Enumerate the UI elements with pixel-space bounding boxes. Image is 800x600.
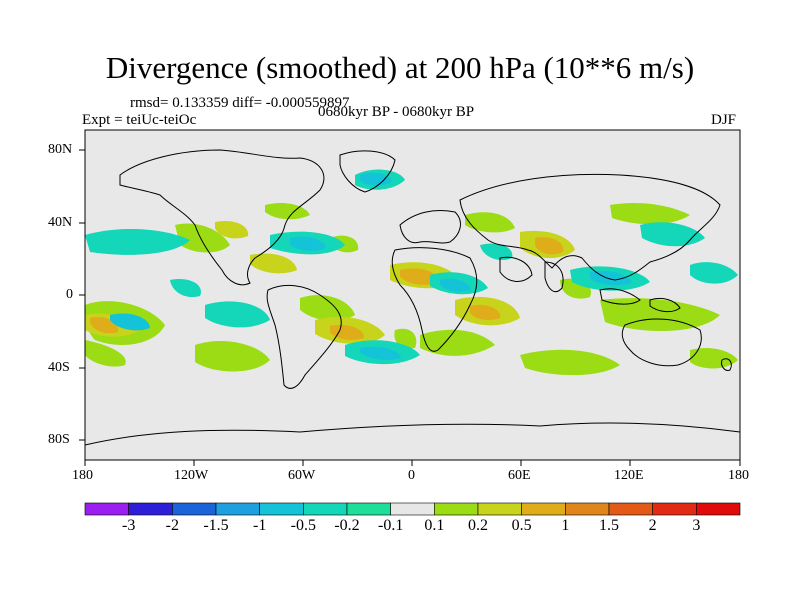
colorbar-label: 2 bbox=[648, 517, 657, 534]
colorbar-label: -1.5 bbox=[203, 517, 229, 534]
coastlines bbox=[84, 149, 741, 446]
colorbar bbox=[84, 502, 741, 516]
lon-label-0: 0 bbox=[408, 468, 415, 483]
colorbar-swatch bbox=[172, 502, 217, 516]
colorbar-label: 1.5 bbox=[599, 517, 619, 534]
colorbar-label: 1 bbox=[561, 517, 570, 534]
colorbar-label: 0.5 bbox=[511, 517, 532, 534]
colorbar-label: 0.2 bbox=[468, 517, 488, 534]
season-label: DJF bbox=[711, 112, 737, 128]
colorbar-label: -3 bbox=[121, 517, 136, 534]
colorbar-swatch bbox=[346, 502, 391, 516]
colorbar-label: -1 bbox=[252, 517, 267, 534]
colorbar-swatch bbox=[434, 502, 479, 516]
lat-label-40s: 40S bbox=[48, 360, 70, 375]
lon-label-180w: 180 bbox=[72, 468, 93, 483]
colorbar-swatch bbox=[521, 502, 566, 516]
period-line: 0680kyr BP - 0680kyr BP bbox=[318, 104, 475, 120]
colorbar-swatch bbox=[390, 502, 435, 516]
colorbar-label: -2 bbox=[165, 517, 179, 534]
lon-label-180e: 180 bbox=[728, 468, 749, 483]
divergence-field bbox=[85, 169, 738, 376]
plot-title: Divergence (smoothed) at 200 hPa (10**6 … bbox=[105, 50, 695, 85]
lon-label-120w: 120W bbox=[174, 468, 209, 483]
lon-label-60e: 60E bbox=[508, 468, 531, 483]
colorbar-label: -0.5 bbox=[290, 517, 316, 534]
lon-label-120e: 120E bbox=[614, 468, 644, 483]
colorbar-swatch bbox=[608, 502, 653, 516]
experiment-line: Expt = teiUc-teiOc bbox=[82, 112, 197, 128]
colorbar-swatch bbox=[215, 502, 260, 516]
colorbar-swatch bbox=[259, 502, 304, 516]
colorbar-swatch bbox=[84, 502, 129, 516]
colorbar-swatch bbox=[565, 502, 610, 516]
colorbar-label: -0.1 bbox=[377, 517, 404, 534]
lat-label-80n: 80N bbox=[48, 142, 73, 157]
stats-line: rmsd= 0.133359 diff= -0.000559897 bbox=[130, 95, 350, 111]
lon-label-60w: 60W bbox=[288, 468, 316, 483]
lat-label-40n: 40N bbox=[48, 215, 73, 230]
lat-label-80s: 80S bbox=[48, 432, 70, 447]
colorbar-swatch bbox=[477, 502, 522, 516]
colorbar-swatch bbox=[303, 502, 348, 516]
lat-tick-marks bbox=[79, 149, 741, 466]
colorbar-swatch bbox=[128, 502, 173, 516]
colorbar-label: 3 bbox=[692, 517, 701, 534]
colorbar-label: 0.1 bbox=[424, 517, 445, 534]
lat-label-0: 0 bbox=[66, 287, 73, 302]
colorbar-label: -0.2 bbox=[334, 517, 360, 534]
colorbar-swatch bbox=[696, 502, 741, 516]
colorbar-swatch bbox=[652, 502, 697, 516]
